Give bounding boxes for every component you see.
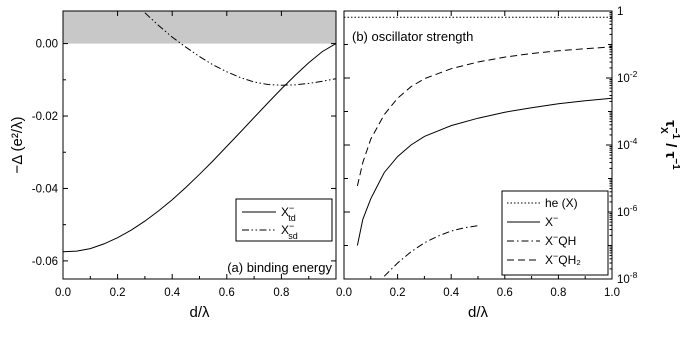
a-y-tick-label: -0.02 (32, 111, 58, 123)
a-x-tick-label: 0.0 (55, 287, 71, 299)
b-y-tick-label: 10-6 (617, 203, 638, 219)
a-panel-label: (a) binding energy (227, 260, 332, 275)
b-legend-label: X−QH₂ (545, 251, 581, 267)
a-shaded-region (63, 11, 336, 44)
a-series-line-sd (144, 12, 336, 86)
panel-a: 0.0 0.2 0.4 0.6 0.8 0.00 -0.02 -0.04 -0.06 (a) b… (9, 10, 337, 321)
b-x-tick-label: 0.4 (443, 287, 460, 299)
a-x-axis-label: d/λ (189, 304, 210, 321)
b-legend-box (501, 190, 609, 276)
b-x-axis-label: d/λ (468, 304, 489, 321)
b-y-axis-label: τX−1 / τ−1 (658, 120, 680, 170)
a-y-tick-label: 0.00 (36, 39, 58, 51)
b-series-line-1 (356, 97, 612, 246)
a-x-tick-label: 0.2 (110, 287, 126, 299)
a-legend-label: X− sd (281, 221, 298, 241)
b-x-tick-label: 0.2 (390, 287, 406, 299)
a-x-tick-label: 0.4 (164, 287, 181, 299)
a-legend: X− tdX− sd (235, 198, 333, 242)
b-y-tick-label: 10-4 (617, 136, 638, 152)
a-y-tick-label: -0.04 (32, 183, 59, 195)
b-y-tick-label: 10-8 (617, 270, 638, 286)
b-y-tick-label: 1 (617, 6, 623, 18)
b-series-line-3 (356, 46, 612, 187)
b-y-tick-label: 10-2 (617, 69, 638, 85)
panel-b: 0.0 0.2 0.4 0.6 0.8 1.0 1 10-2 10-4 10-6 10-8 (b) … (336, 6, 680, 321)
b-x-tick-label: 0.6 (497, 287, 513, 299)
a-legend-box (235, 198, 333, 242)
a-x-tick-label: 0.8 (273, 287, 289, 299)
b-series-line-2 (383, 225, 479, 277)
b-x-tick-label: 1.0 (604, 287, 620, 299)
a-legend-label: X− td (281, 203, 296, 223)
b-legend-label: X− (545, 213, 558, 229)
b-x-tick-label: 0.8 (550, 287, 566, 299)
b-panel-label: (b) oscillator strength (352, 29, 473, 44)
b-legend-label: he (X) (545, 196, 578, 210)
b-legend-label: X−QH (545, 232, 576, 248)
a-y-tick-label: -0.06 (32, 256, 58, 268)
a-y-axis-label: −Δ (e²/λ) (9, 116, 26, 173)
b-legend: he (X) X− X−QH X−QH₂ (501, 190, 609, 276)
b-x-tick-label: 0.0 (336, 287, 352, 299)
a-series-line-td (63, 43, 336, 253)
a-x-tick-label: 0.6 (219, 287, 235, 299)
